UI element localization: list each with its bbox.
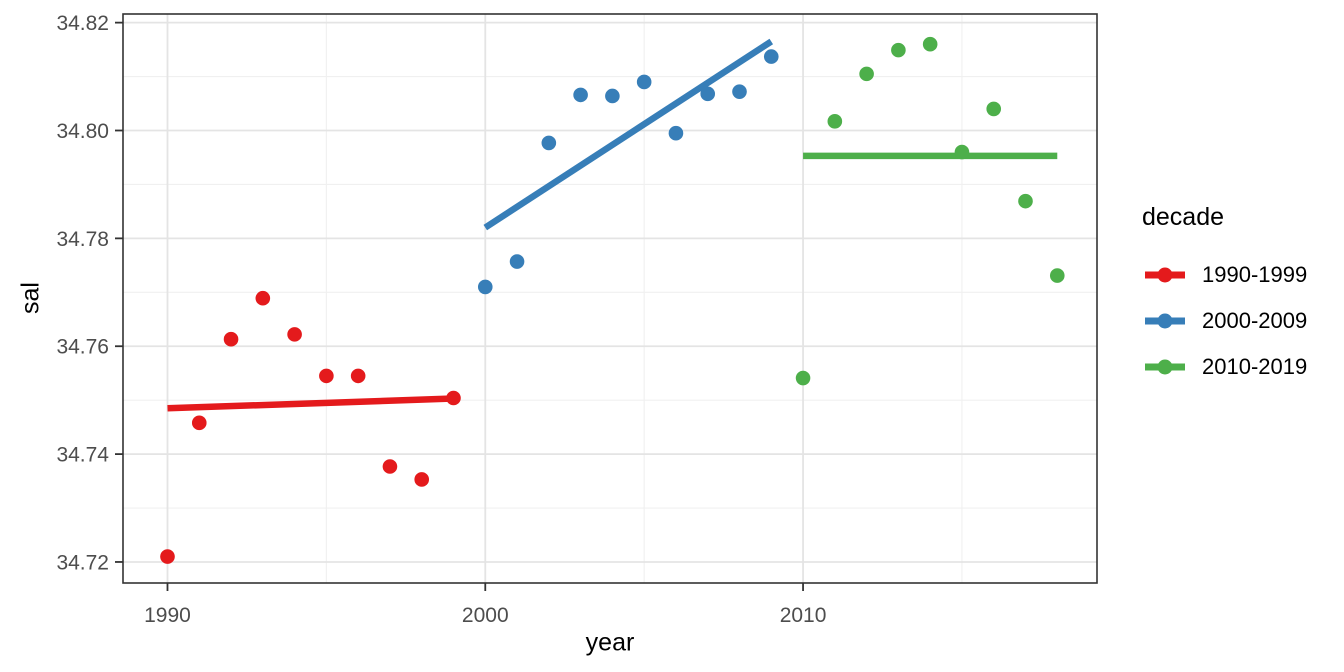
y-tick-label: 34.78 bbox=[56, 228, 109, 251]
data-point bbox=[255, 290, 271, 306]
y-tick-label: 34.82 bbox=[56, 12, 109, 35]
data-point bbox=[223, 331, 239, 347]
data-point bbox=[1018, 193, 1033, 209]
legend-key-dot bbox=[1157, 313, 1173, 329]
data-point bbox=[477, 279, 493, 295]
data-point bbox=[191, 415, 207, 431]
legend-item-label: 2010-2019 bbox=[1202, 354, 1308, 379]
legend-key-dot bbox=[1157, 267, 1173, 283]
x-tick-label: 2000 bbox=[462, 604, 509, 627]
panel-border bbox=[122, 13, 1098, 584]
data-point bbox=[891, 42, 906, 58]
data-point bbox=[795, 370, 811, 386]
legend-key-icon bbox=[1145, 358, 1185, 376]
legend-key-icon bbox=[1145, 266, 1185, 284]
data-point bbox=[605, 88, 620, 104]
data-point bbox=[573, 87, 588, 103]
data-point bbox=[700, 86, 716, 102]
y-tick-label: 34.76 bbox=[56, 336, 109, 359]
y-tick-label: 34.72 bbox=[56, 551, 109, 574]
y-tick-label: 34.74 bbox=[56, 444, 109, 467]
legend-item: 2000-2009 bbox=[1142, 298, 1307, 344]
data-point bbox=[160, 549, 175, 564]
panel-background bbox=[123, 14, 1097, 583]
x-tick-label: 1990 bbox=[144, 604, 191, 627]
trend-line bbox=[167, 395, 454, 412]
data-point bbox=[636, 74, 652, 90]
data-point bbox=[541, 135, 557, 151]
legend-item-label: 1990-1999 bbox=[1202, 262, 1308, 287]
x-axis-title: year bbox=[585, 628, 635, 657]
legend: decade 1990-1999 2000-2009 2010-2019 bbox=[1142, 202, 1307, 390]
data-point bbox=[1049, 268, 1065, 283]
data-point bbox=[350, 368, 366, 384]
legend-key-icon bbox=[1145, 312, 1185, 330]
legend-title: decade bbox=[1142, 203, 1225, 231]
x-tick-label: 2010 bbox=[780, 604, 827, 627]
data-point bbox=[986, 101, 1002, 117]
data-point bbox=[732, 84, 747, 99]
data-point bbox=[509, 254, 525, 269]
legend-item: 1990-1999 bbox=[1142, 252, 1307, 298]
data-point bbox=[954, 144, 970, 160]
y-axis-title: sal bbox=[16, 282, 45, 314]
data-point bbox=[446, 390, 461, 406]
legend-item: 2010-2019 bbox=[1142, 344, 1307, 390]
data-point bbox=[319, 368, 334, 384]
data-point bbox=[859, 66, 874, 82]
data-point bbox=[382, 459, 398, 474]
data-point bbox=[922, 36, 938, 52]
data-point bbox=[763, 49, 779, 64]
trend-line bbox=[483, 38, 774, 231]
data-point bbox=[827, 114, 843, 129]
data-point bbox=[668, 125, 684, 141]
legend-item-label: 2000-2009 bbox=[1202, 308, 1308, 333]
legend-items: 1990-1999 2000-2009 2010-2019 bbox=[1142, 252, 1307, 390]
legend-key-dot bbox=[1157, 359, 1173, 375]
y-tick-label: 34.80 bbox=[56, 120, 109, 143]
data-point bbox=[414, 472, 430, 487]
data-point bbox=[287, 327, 302, 342]
